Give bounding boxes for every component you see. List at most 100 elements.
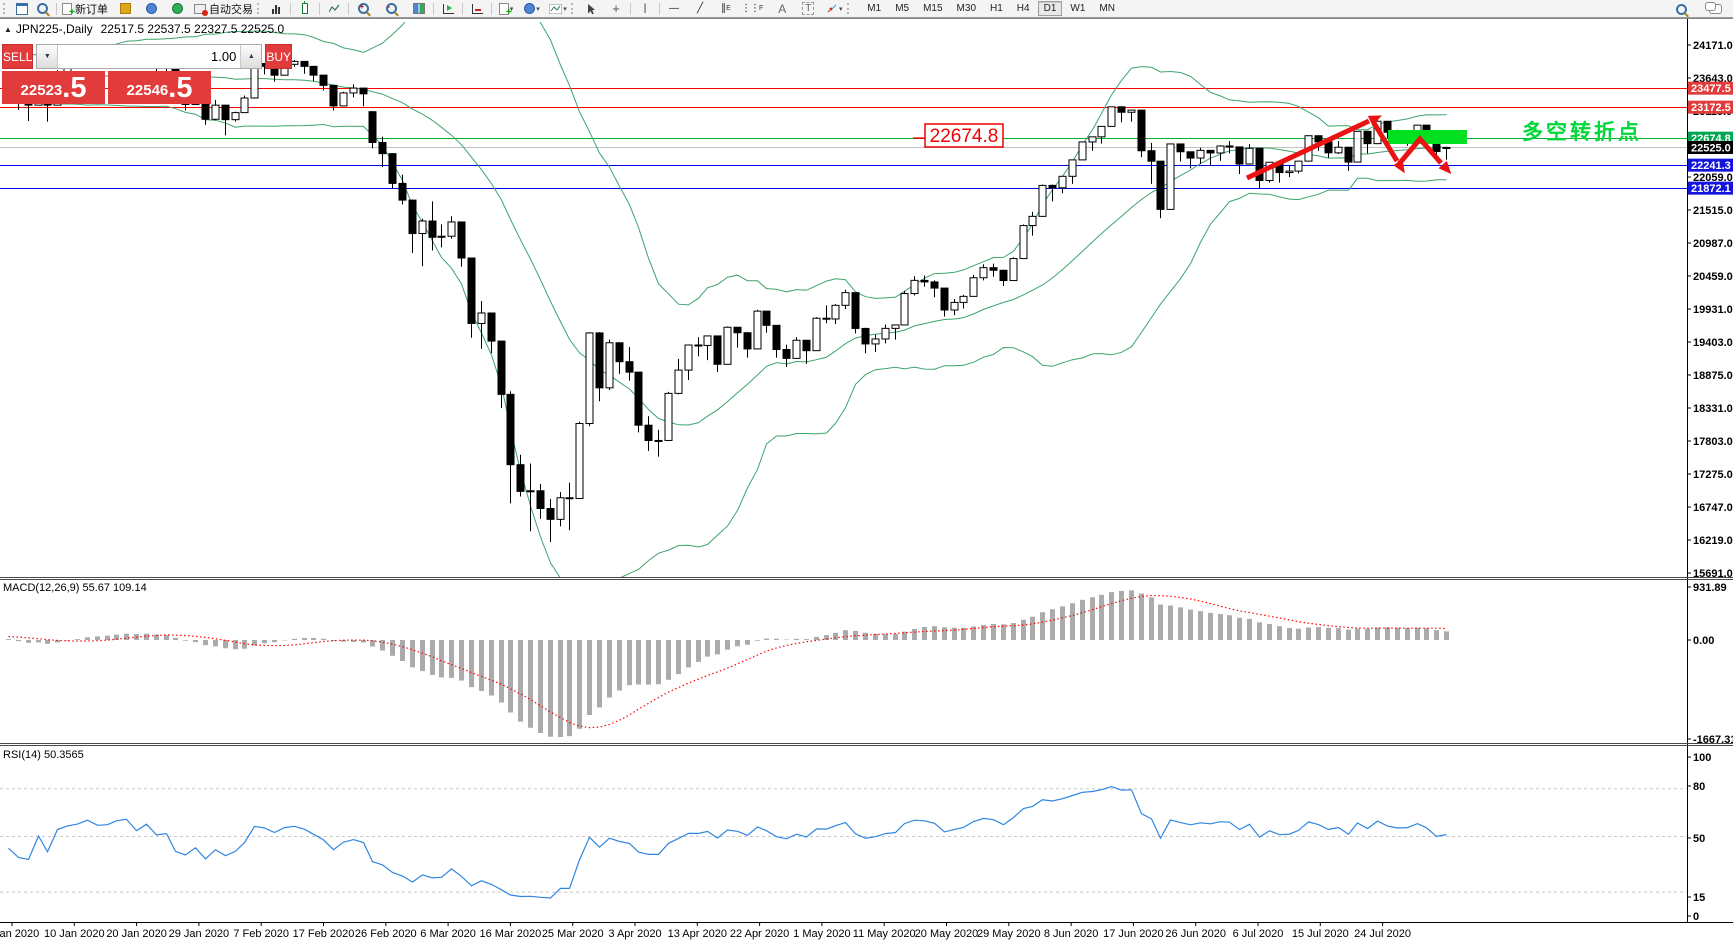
timeframe-button-H1[interactable]: H1: [990, 3, 1003, 14]
zoom-out-button[interactable]: -: [381, 1, 401, 16]
svg-text:7 Feb 2020: 7 Feb 2020: [233, 928, 289, 940]
svg-text:24 Jul 2020: 24 Jul 2020: [1354, 928, 1411, 940]
svg-text:21515.0: 21515.0: [1693, 205, 1733, 217]
volume-decrease-button[interactable]: ▼: [37, 45, 59, 68]
trend-arrows[interactable]: [1245, 110, 1455, 181]
indicators-icon: [498, 2, 512, 18]
svg-text:16219.0: 16219.0: [1693, 535, 1733, 547]
timeframe-toolbar: M1 M5 M15 M30 H1 H4 D1 W1 MN: [860, 1, 1122, 16]
volume-increase-button[interactable]: ▲: [240, 45, 262, 68]
chart-shift-button[interactable]: [467, 1, 487, 16]
svg-text:0.00: 0.00: [1693, 635, 1714, 647]
svg-text:23477.5: 23477.5: [1691, 83, 1731, 95]
line-chart-icon: [328, 4, 339, 13]
timeframe-button-W1[interactable]: W1: [1070, 3, 1086, 14]
chat-icon: [1704, 2, 1722, 14]
cn-annotation-text[interactable]: 多空转折点: [1522, 120, 1642, 144]
timeframe-button-M15[interactable]: M15: [923, 3, 943, 14]
svg-text:17 Feb 2020: 17 Feb 2020: [293, 928, 355, 940]
svg-text:20 Jan 2020: 20 Jan 2020: [106, 928, 167, 940]
auto-trading-label: 自动交易: [209, 3, 253, 16]
community-button[interactable]: [141, 1, 161, 16]
templates-button[interactable]: ▾: [548, 1, 568, 16]
text-label-button[interactable]: T: [798, 1, 818, 16]
search-button[interactable]: [1671, 2, 1691, 17]
text-label-icon: T: [802, 2, 815, 15]
periods-button[interactable]: ▾: [522, 1, 542, 16]
chart-profile-icon: [36, 3, 48, 14]
timeframe-button-D1[interactable]: D1: [1037, 1, 1063, 16]
ohlc-values: 22517.5 22537.5 22327.5 22525.0: [100, 22, 285, 36]
auto-scroll-button[interactable]: [438, 1, 458, 16]
volume-input[interactable]: [58, 45, 241, 68]
arrows-button[interactable]: ▾: [824, 1, 844, 16]
sep-macd-rsi[interactable]: [0, 743, 1733, 746]
timeframe-button-M1[interactable]: M1: [867, 3, 882, 14]
svg-text:25 Mar 2020: 25 Mar 2020: [542, 928, 604, 940]
svg-text:2 Jan 2020: 2 Jan 2020: [0, 928, 39, 940]
indicators-button[interactable]: ▾: [496, 1, 516, 18]
horizontal-line-button[interactable]: —: [664, 1, 684, 16]
chart-shift-icon: [471, 3, 483, 14]
macd-label: MACD(12,26,9) 55.67 109.14: [3, 582, 147, 594]
candlestick-chart-button[interactable]: [295, 1, 315, 16]
trendline-icon: ╱: [696, 3, 704, 14]
fibonacci-button[interactable]: ⋮⋮ F: [741, 3, 764, 14]
auto-trading-button[interactable]: 自动交易: [193, 1, 254, 16]
sell-button[interactable]: SELL: [2, 44, 34, 69]
new-chart-window-button[interactable]: [12, 1, 32, 16]
tile-windows-icon: [413, 3, 425, 14]
macd-histogram: [6, 590, 1449, 737]
svg-text:15 Jul 2020: 15 Jul 2020: [1292, 928, 1349, 940]
buy-button[interactable]: BUY: [265, 44, 293, 69]
bar-chart-button[interactable]: [266, 1, 286, 16]
svg-text:50: 50: [1693, 833, 1705, 845]
svg-text:19931.0: 19931.0: [1693, 304, 1733, 316]
svg-text:18875.0: 18875.0: [1693, 370, 1733, 382]
svg-text:22674.8: 22674.8: [930, 126, 999, 147]
chat-button[interactable]: [1704, 2, 1725, 17]
tile-windows-button[interactable]: [409, 1, 429, 16]
svg-text:16747.0: 16747.0: [1693, 502, 1733, 514]
cursor-button[interactable]: [580, 1, 600, 16]
equidistant-channel-button[interactable]: ∥ E: [721, 3, 731, 14]
metaeditor-button[interactable]: [115, 1, 135, 16]
svg-text:6 Jul 2020: 6 Jul 2020: [1233, 928, 1284, 940]
sell-price-display[interactable]: 22523.5: [2, 71, 105, 104]
chart-profile-button[interactable]: [32, 1, 52, 16]
line-chart-button[interactable]: [324, 1, 344, 16]
search-icon: [1675, 3, 1687, 15]
svg-text:16 Mar 2020: 16 Mar 2020: [480, 928, 542, 940]
svg-text:18331.0: 18331.0: [1693, 403, 1733, 415]
text-button[interactable]: A: [772, 1, 792, 16]
svg-text:80: 80: [1693, 781, 1705, 793]
svg-text:22525.0: 22525.0: [1691, 142, 1731, 154]
svg-text:20 May 2020: 20 May 2020: [915, 928, 979, 940]
rsi-line: [8, 785, 1447, 899]
vertical-line-button[interactable]: |: [635, 1, 655, 16]
price-callout-annotation[interactable]: 22674.8: [913, 123, 1004, 148]
svg-text:22059.0: 22059.0: [1693, 172, 1733, 184]
svg-text:26 Jun 2020: 26 Jun 2020: [1165, 928, 1226, 940]
timeframe-button-M30[interactable]: M30: [956, 3, 976, 14]
text-icon: A: [778, 1, 787, 16]
buy-price-display[interactable]: 22546.5: [108, 71, 211, 104]
window-icon: [16, 2, 28, 15]
timeframe-button-M5[interactable]: M5: [895, 3, 910, 14]
timeframe-button-H4[interactable]: H4: [1016, 3, 1030, 14]
volume-spinner: ▼ ▲: [36, 44, 263, 69]
timeframe-button-MN[interactable]: MN: [1099, 3, 1115, 14]
sep-main-macd[interactable]: [0, 577, 1733, 580]
horizontal-line-icon: —: [669, 3, 679, 14]
trendline-button[interactable]: ╱: [690, 1, 710, 16]
zoom-in-button[interactable]: +: [353, 1, 373, 16]
market-watch-button[interactable]: [167, 1, 187, 16]
new-order-button[interactable]: 新订单: [61, 1, 109, 18]
green-zone-rectangle[interactable]: [1388, 130, 1467, 144]
svg-text:21872.1: 21872.1: [1691, 183, 1731, 195]
crosshair-button[interactable]: +: [606, 1, 626, 16]
svg-text:20987.0: 20987.0: [1693, 238, 1733, 250]
toolbar-drag-handle[interactable]: [3, 3, 8, 14]
collapse-panel-arrow[interactable]: ▲: [4, 25, 12, 34]
